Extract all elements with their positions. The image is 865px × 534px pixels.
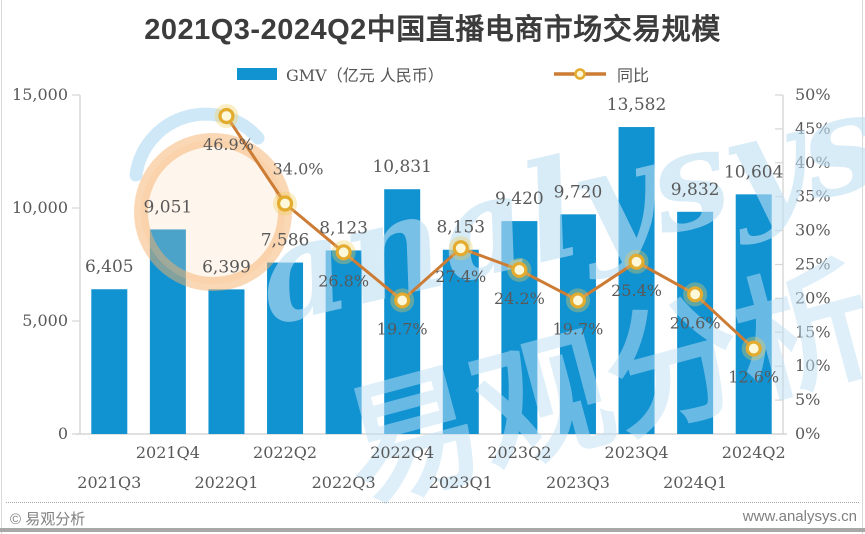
right-axis-tick-label: 30% <box>795 221 831 240</box>
legend-gmv-label: GMV（亿元 人民币） <box>286 66 444 85</box>
yoy-marker-glow <box>683 282 708 307</box>
gmv-bar <box>559 214 596 434</box>
right-axis-tick-label: 10% <box>795 356 831 375</box>
x-axis-category-label: 2024Q1 <box>663 473 727 492</box>
gmv-value-label: 7,586 <box>261 231 310 251</box>
x-axis-category-label: 2023Q1 <box>429 473 493 492</box>
right-axis-tick-label: 35% <box>795 187 831 206</box>
gmv-value-label: 9,832 <box>671 180 720 200</box>
yoy-value-label: 25.4% <box>611 281 662 300</box>
gmv-bar <box>501 221 538 434</box>
x-axis-category-label: 2024Q2 <box>722 443 786 462</box>
left-axis-tick-label: 10,000 <box>12 198 68 217</box>
gmv-value-label: 6,399 <box>202 257 251 277</box>
right-axis-tick-label: 25% <box>795 255 831 274</box>
legend-yoy-label: 同比 <box>617 66 650 85</box>
x-axis-category-label: 2023Q3 <box>546 473 610 492</box>
gmv-bar <box>618 127 655 434</box>
right-axis-tick-label: 50% <box>795 85 831 104</box>
right-axis-tick-label: 0% <box>795 424 820 443</box>
gmv-bar <box>384 189 421 434</box>
gmv-bar <box>208 289 245 434</box>
yoy-value-label: 19.7% <box>377 319 428 338</box>
x-axis-category-label: 2023Q4 <box>605 443 669 462</box>
x-axis-category-label: 2022Q2 <box>253 443 317 462</box>
right-axis-tick-label: 20% <box>795 288 831 307</box>
x-axis-category-label: 2021Q4 <box>136 443 200 462</box>
yoy-marker-glow <box>390 288 415 313</box>
right-axis-tick-label: 5% <box>795 390 820 409</box>
left-border <box>1 0 2 534</box>
x-axis-category-label: 2021Q3 <box>77 473 141 492</box>
x-axis-category-label: 2022Q4 <box>370 443 434 462</box>
bottom-window-edge <box>0 528 865 532</box>
left-axis-tick-label: 5,000 <box>22 311 68 330</box>
yoy-value-label: 19.7% <box>553 319 604 338</box>
yoy-marker-glow <box>273 191 298 216</box>
left-axis-tick-label: 0 <box>58 424 68 443</box>
right-axis-tick-label: 40% <box>795 153 831 172</box>
yoy-line-marker-icon <box>554 68 606 80</box>
gmv-value-label: 9,420 <box>495 189 544 209</box>
yoy-marker <box>276 195 294 212</box>
right-border <box>862 0 863 534</box>
yoy-marker-glow <box>331 240 356 265</box>
gmv-value-label: 13,582 <box>607 95 666 115</box>
x-axis-category-label: 2023Q2 <box>487 443 551 462</box>
yoy-marker <box>569 292 587 309</box>
gmv-bar <box>325 250 362 434</box>
gmv-bar <box>677 211 714 434</box>
yoy-marker-glow <box>507 257 532 282</box>
gmv-value-label: 8,153 <box>436 218 485 238</box>
yoy-line <box>225 115 755 350</box>
right-axis-tick-label: 15% <box>795 322 831 341</box>
yoy-marker-glow <box>214 104 239 129</box>
yoy-value-label: 24.2% <box>494 289 545 308</box>
legend-gmv: GMV（亿元 人民币） <box>237 62 444 86</box>
yoy-value-label: 26.8% <box>318 271 369 290</box>
right-axis-tick-label: 45% <box>795 119 831 138</box>
gmv-bar <box>149 229 186 434</box>
gmv-value-label: 8,123 <box>319 218 368 238</box>
page-title: 2021Q3-2024Q2中国直播电商市场交易规模 <box>144 14 721 46</box>
footer-website-link[interactable]: www.analysys.cn <box>742 508 857 525</box>
yoy-value-label: 46.9% <box>203 135 254 154</box>
x-axis-category-label: 2022Q1 <box>194 473 258 492</box>
yoy-marker <box>511 261 528 279</box>
yoy-marker <box>452 240 469 257</box>
gmv-value-label: 9,051 <box>144 197 193 217</box>
yoy-marker <box>628 253 645 270</box>
yoy-marker <box>687 286 704 303</box>
yoy-value-label: 34.0% <box>273 159 324 178</box>
yoy-value-label: 20.6% <box>670 313 721 332</box>
yoy-marker <box>218 107 235 125</box>
gmv-value-label: 9,720 <box>554 182 603 202</box>
legend-yoy: 同比 <box>552 62 649 86</box>
gmv-value-label: 10,831 <box>372 157 431 177</box>
gmv-bar <box>91 289 128 434</box>
gmv-bar <box>442 249 479 434</box>
yoy-marker-glow <box>741 336 766 361</box>
yoy-value-label: 12.6% <box>728 368 779 387</box>
yoy-marker-glow <box>624 249 649 274</box>
yoy-marker-glow <box>565 288 590 313</box>
gmv-bar-swatch-icon <box>237 68 277 80</box>
gmv-value-label: 6,405 <box>85 257 134 277</box>
left-axis-tick-label: 15,000 <box>12 85 68 104</box>
yoy-marker-glow <box>448 236 473 261</box>
footer-divider <box>6 502 859 503</box>
footer-copyright: © 易观分析 <box>10 511 86 528</box>
yoy-marker <box>335 244 352 261</box>
yoy-marker <box>394 292 411 309</box>
yoy-value-label: 27.4% <box>435 267 486 286</box>
gmv-bar <box>735 194 772 434</box>
x-axis-category-label: 2022Q3 <box>312 473 376 492</box>
gmv-bar <box>267 262 304 434</box>
yoy-marker <box>745 340 762 357</box>
gmv-value-label: 10,604 <box>724 162 783 182</box>
